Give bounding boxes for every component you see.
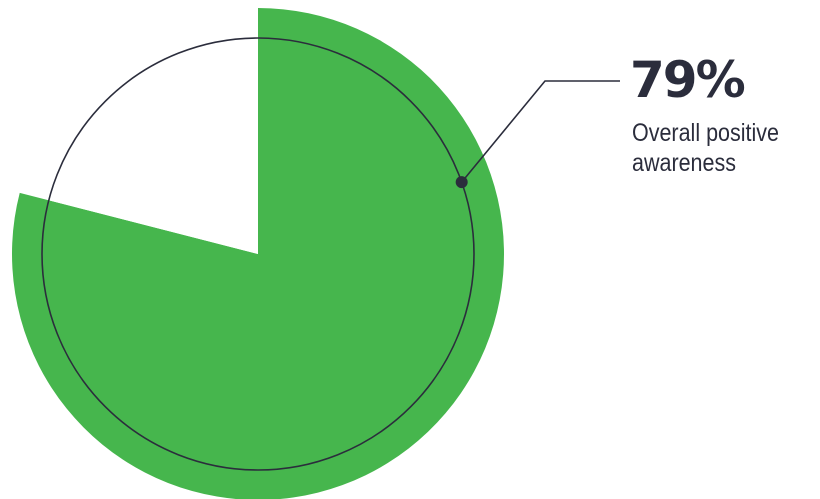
pie-slice-positive bbox=[12, 8, 504, 499]
callout-label: Overall positive awareness bbox=[632, 119, 779, 177]
callout-anchor-dot bbox=[455, 176, 468, 189]
pie-slice-remainder bbox=[48, 38, 258, 254]
callout-leader-line bbox=[461, 80, 620, 183]
callout-value: 79% bbox=[630, 51, 746, 109]
guide-ring bbox=[41, 37, 475, 471]
